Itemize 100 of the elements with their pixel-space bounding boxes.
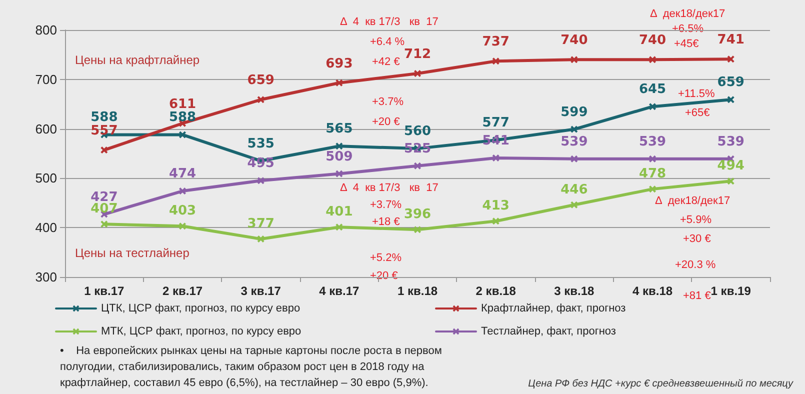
data-label: 403 (168, 204, 196, 219)
data-label: 560 (404, 124, 432, 140)
point (727, 178, 734, 185)
annotation: +3.7% (370, 199, 402, 211)
y-tick-label: 300 (35, 270, 57, 284)
data-label: 509 (326, 149, 353, 164)
data-label: 611 (168, 96, 196, 112)
point (570, 155, 578, 162)
text: +81 € (683, 290, 711, 302)
data-label: 541 (482, 133, 510, 148)
point (179, 188, 186, 195)
annotation: Δ дек18/дек17 (655, 195, 730, 207)
data-label: 693 (326, 56, 353, 72)
point (492, 154, 500, 162)
data-label: 478 (638, 166, 666, 182)
point (336, 79, 343, 86)
annotation: Цены на тестлайнер (75, 246, 190, 260)
data-label: 525 (404, 141, 432, 156)
point (257, 96, 264, 104)
point (649, 56, 656, 64)
point (336, 170, 343, 178)
x-tick-label: 2 кв.18 (476, 284, 516, 298)
legend-label: Тестлайнер, факт, прогноз (481, 326, 616, 338)
annotation: +45€ (674, 38, 699, 50)
point (570, 56, 578, 64)
point (257, 235, 264, 242)
annotation: +5.2% (370, 252, 402, 264)
data-label: 539 (717, 134, 744, 150)
annotation: +5.9% (680, 214, 712, 226)
annotation: +11.5% (678, 88, 716, 100)
x-tick-label: 1 кв.17 (84, 284, 125, 298)
x-tick-label: 2 кв.17 (162, 284, 203, 298)
data-label: 645 (638, 82, 666, 98)
data-label: 577 (482, 116, 510, 131)
data-label: 539 (638, 134, 666, 150)
text: Δ 4 кв 17/3 кв 17 (340, 16, 438, 28)
x-tick-label: 1 кв.18 (397, 284, 438, 298)
point (257, 177, 264, 184)
point (727, 96, 734, 104)
text: • На европейских рынках цены на тарные картоны после роста в первом полугодии, стабилизировались, таким образом рост цен в 2018 году на крафтлайнер, составил 45 евро (6,5%), на тестлайнер – 30 евро (5,9%). (60, 345, 445, 389)
y-tick-label: 400 (35, 220, 57, 236)
point (100, 146, 108, 154)
point (414, 70, 421, 77)
y-tick-label: 600 (35, 121, 57, 136)
data-label: 737 (482, 34, 510, 50)
data-label: 659 (717, 75, 744, 90)
data-label: 740 (560, 33, 588, 48)
annotation: Δ 4 кв 17/3 кв 17 (340, 182, 438, 194)
data-label: 741 (717, 32, 744, 48)
annotation: +6.4 % (370, 36, 405, 48)
point (179, 222, 186, 230)
point (336, 142, 343, 150)
point (649, 103, 656, 110)
x-tick-label: 3 кв.18 (554, 284, 595, 298)
point (492, 218, 500, 225)
data-label: 539 (560, 134, 588, 150)
data-label: 712 (404, 46, 432, 62)
point (492, 58, 500, 65)
point (649, 186, 656, 193)
x-tick-label: 4 кв.18 (632, 284, 673, 298)
legend-label: ЦТК, ЦСР факт, прогноз, по курсу евро (101, 302, 300, 314)
y-tick-label: 800 (35, 22, 57, 38)
y-tick-label: 700 (35, 72, 57, 87)
data-label: 588 (168, 110, 196, 126)
y-tick-label: 500 (35, 170, 57, 186)
text: Цена РФ без НДС +курс € средневзвешенный по месяцу (528, 378, 794, 390)
data-label: 494 (717, 158, 744, 174)
annotation: +42 € (372, 56, 400, 68)
legend-label: МТК, ЦСР факт, прогноз, по курсу евро (101, 326, 302, 338)
annotation: +20.3 % (675, 259, 716, 271)
point (414, 226, 421, 234)
data-label: 396 (404, 207, 432, 222)
point (570, 201, 578, 208)
annotation: +65€ (685, 107, 710, 119)
data-label: 659 (247, 73, 274, 88)
data-label: 565 (326, 122, 353, 137)
x-tick-label: 3 кв.17 (240, 284, 282, 298)
annotation: Цены на крафтлайнер (75, 53, 200, 67)
data-label: 401 (326, 204, 353, 220)
data-label: 446 (560, 182, 588, 198)
data-label: 588 (90, 110, 118, 126)
x-tick-label: 1 кв.19 (710, 284, 752, 298)
x-tick-label: 4 кв.17 (319, 284, 360, 298)
legend-label: Крафтлайнер, факт, прогноз (481, 302, 626, 314)
point (414, 162, 421, 170)
annotation: +30 € (683, 233, 711, 245)
annotation: +3.7% (372, 96, 404, 108)
point (727, 56, 734, 63)
text: Δ дек18/дек17 (650, 8, 726, 20)
point (179, 131, 186, 138)
annotation: +18 € (372, 216, 400, 228)
data-label: 599 (560, 104, 588, 120)
data-label: 474 (168, 166, 196, 182)
point (570, 126, 578, 133)
data-label: 740 (638, 33, 666, 48)
point (649, 155, 656, 162)
data-label: 535 (247, 136, 274, 152)
point (336, 224, 343, 231)
point (100, 220, 108, 228)
data-label: 413 (482, 198, 510, 214)
